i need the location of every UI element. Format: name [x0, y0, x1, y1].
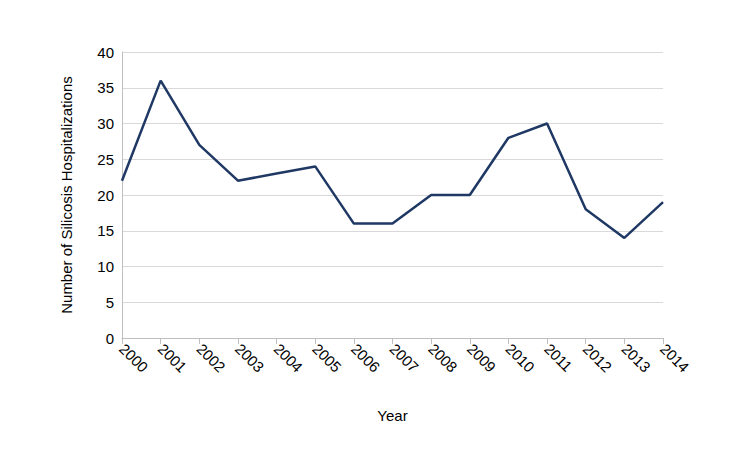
svg-text:5: 5 — [106, 294, 114, 311]
svg-text:Number of Silicosis Hospitaliz: Number of Silicosis Hospitalizations — [58, 76, 75, 314]
svg-text:40: 40 — [97, 44, 114, 61]
svg-text:2014: 2014 — [657, 340, 693, 376]
svg-text:2009: 2009 — [464, 340, 500, 376]
svg-text:2008: 2008 — [425, 340, 461, 376]
svg-text:2012: 2012 — [580, 340, 616, 376]
svg-text:0: 0 — [106, 330, 114, 347]
svg-text:Year: Year — [377, 407, 407, 424]
svg-text:30: 30 — [97, 115, 114, 132]
svg-text:2005: 2005 — [309, 340, 345, 376]
svg-text:25: 25 — [97, 151, 114, 168]
svg-text:35: 35 — [97, 79, 114, 96]
svg-text:15: 15 — [97, 222, 114, 239]
svg-text:2004: 2004 — [271, 340, 307, 376]
svg-text:20: 20 — [97, 187, 114, 204]
svg-text:10: 10 — [97, 258, 114, 275]
svg-text:2006: 2006 — [348, 340, 384, 376]
svg-text:2007: 2007 — [386, 340, 422, 376]
svg-text:2011: 2011 — [541, 340, 576, 375]
svg-text:2010: 2010 — [502, 340, 538, 376]
svg-text:2000: 2000 — [116, 340, 152, 376]
svg-text:2013: 2013 — [618, 340, 654, 376]
svg-text:2002: 2002 — [193, 340, 229, 376]
svg-text:2001: 2001 — [155, 340, 191, 376]
svg-text:2003: 2003 — [232, 340, 268, 376]
